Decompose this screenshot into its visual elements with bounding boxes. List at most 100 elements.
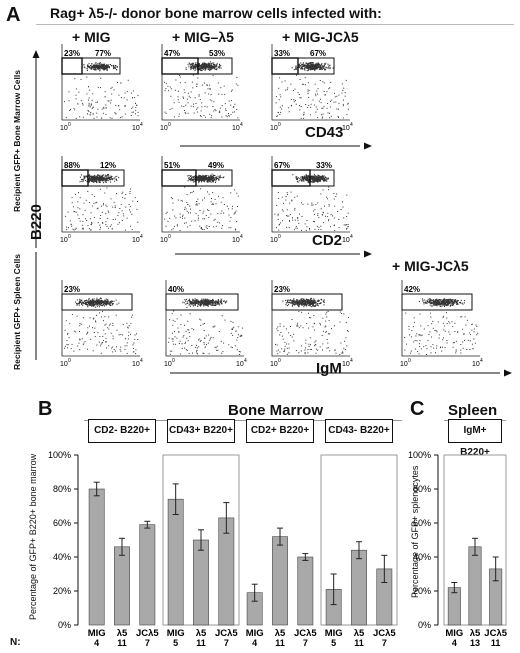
n-value-label: 7 (224, 638, 229, 648)
bar (272, 536, 288, 626)
group-label: IgM+ B220+ (448, 419, 502, 458)
x-tick-label: 10 (160, 237, 168, 244)
gate-percent-label: 33% (316, 161, 332, 170)
gate-percent-label: 77% (95, 49, 111, 58)
flow-plot-r3-c2: 40%10 0 10 4 (164, 280, 247, 368)
dot-cloud (168, 298, 243, 355)
title-divider (36, 24, 514, 25)
x-tick-exponent: 0 (278, 122, 281, 128)
gate-percent-label: 47% (164, 49, 180, 58)
flow-plot-r2-c2: 51% 49%10 0 10 4 (160, 156, 243, 244)
x-tick-label: 10 (342, 237, 350, 244)
x-tick-label: 10 (400, 361, 408, 368)
gate-percent-label: 88% (64, 161, 80, 170)
category-label: λ5 (354, 628, 365, 639)
x-tick-exponent: 4 (240, 234, 243, 240)
category-label: MIG (88, 628, 106, 639)
x-tick-label: 10 (132, 361, 140, 368)
x-tick-exponent: 0 (68, 122, 71, 128)
gate-percent-label: 49% (208, 161, 224, 170)
x-tick-label: 10 (236, 361, 244, 368)
x-tick-exponent: 4 (140, 234, 143, 240)
gate-box (309, 169, 335, 187)
dot-cloud (164, 61, 239, 119)
gate-percent-label: 12% (100, 161, 116, 170)
y-tick-label: 60% (413, 518, 431, 528)
flow-plot-r3-c4: 42%10 0 10 4 (400, 280, 483, 368)
group-label: CD2- B220+ (88, 419, 156, 443)
condition-label-mig-jcl5: + MIG-JCλ5 (282, 29, 359, 45)
n-value-label: 7 (303, 638, 308, 648)
bar (468, 546, 482, 626)
panel-a-title: Rag+ λ5-/- donor bone marrow cells infec… (50, 5, 382, 21)
panel-b-header-rule (84, 420, 402, 421)
gate-percent-label: 23% (64, 49, 80, 58)
gate-box (401, 293, 473, 311)
x-tick-label: 10 (232, 237, 240, 244)
x-tick-exponent: 0 (168, 122, 171, 128)
x-tick-exponent: 4 (244, 358, 247, 364)
panel-b-header: Bone Marrow (228, 402, 324, 419)
bar (139, 524, 156, 626)
gate-box (197, 57, 233, 75)
n-value-label: 7 (145, 638, 150, 648)
n-value-label: 11 (354, 638, 364, 648)
gate-box (81, 57, 121, 75)
flow-plot-r2-c3: 67% 33%10 0 10 4 (270, 156, 353, 244)
x-tick-exponent: 0 (408, 358, 411, 364)
x-tick-exponent: 4 (350, 122, 353, 128)
y-tick-label: 20% (53, 586, 71, 596)
flow-plot-r3-c3: 23%10 0 10 4 (270, 280, 353, 368)
gate-percent-label: 40% (168, 285, 184, 294)
x-tick-label: 10 (342, 361, 350, 368)
gate-box (297, 57, 335, 75)
category-label: λ5 (470, 628, 481, 639)
n-value-label: 11 (117, 638, 127, 648)
group-label: CD43+ B220+ (167, 419, 235, 443)
category-label: JCλ5 (136, 628, 159, 639)
category-label: JCλ5 (215, 628, 238, 639)
flow-plot-r2-c1: 88% 12%10 0 10 4 (60, 156, 143, 244)
x-axis-label-igm: IgM (316, 360, 342, 377)
category-label: λ5 (196, 628, 207, 639)
bar (218, 517, 235, 626)
gate-box (195, 169, 233, 187)
gate-percent-label: 53% (209, 49, 225, 58)
panel-c-letter: C (410, 398, 425, 420)
gate-box (87, 169, 125, 187)
n-value-label: 4 (252, 638, 257, 648)
x-tick-label: 10 (132, 125, 140, 132)
x-tick-exponent: 0 (172, 358, 175, 364)
x-tick-exponent: 4 (350, 358, 353, 364)
panel-b-letter: B (38, 398, 53, 420)
y-tick-label: 60% (53, 518, 71, 528)
bar (167, 498, 184, 626)
y-tick-label: 100% (408, 450, 431, 460)
x-tick-exponent: 4 (140, 122, 143, 128)
gate-percent-label: 67% (310, 49, 326, 58)
x-tick-label: 10 (160, 125, 168, 132)
x-tick-label: 10 (60, 125, 68, 132)
y-tick-label: 40% (413, 552, 431, 562)
gate-percent-label: 23% (64, 285, 80, 294)
dot-cloud (64, 62, 139, 119)
y-tick-label: 80% (413, 484, 431, 494)
category-label: MIG (445, 628, 463, 639)
category-label: MIG (246, 628, 264, 639)
group-label: CD2+ B220+ (246, 419, 314, 443)
x-tick-label: 10 (132, 237, 140, 244)
category-label: MIG (167, 628, 185, 639)
bar (88, 488, 105, 626)
x-tick-label: 10 (270, 125, 278, 132)
x-tick-exponent: 4 (240, 122, 243, 128)
gate-box (61, 293, 133, 311)
gate-box (165, 293, 239, 311)
flow-plot-r1-c1: 23% 77%10 0 10 4 (60, 44, 143, 132)
x-tick-label: 10 (270, 361, 278, 368)
n-value-label: 7 (382, 638, 387, 648)
n-label: N: (10, 637, 21, 648)
category-label: JCλ5 (373, 628, 396, 639)
x-tick-label: 10 (232, 125, 240, 132)
bar (351, 549, 367, 626)
